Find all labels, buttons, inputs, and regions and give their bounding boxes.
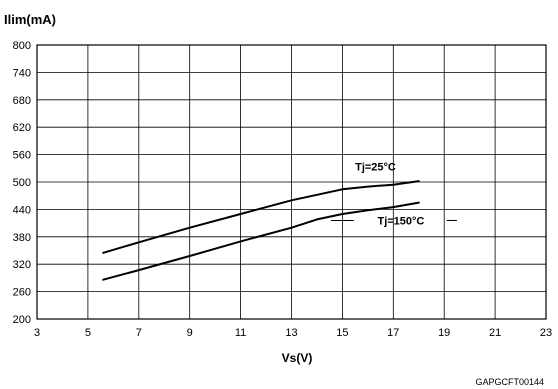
series-line-tj150 bbox=[102, 201, 420, 281]
plot-frame bbox=[36, 44, 547, 320]
x-tick-labels: 3 5 7 9 11 13 15 17 19 21 23 bbox=[34, 327, 552, 339]
y-tick-label: 800 bbox=[13, 40, 31, 52]
series-lines bbox=[102, 180, 420, 281]
y-tick-label: 620 bbox=[13, 122, 31, 134]
annotations: Tj=25°C Tj=150°C bbox=[330, 162, 457, 227]
y-tick-label: 560 bbox=[13, 150, 31, 162]
x-tick-label: 7 bbox=[136, 327, 142, 339]
annotation-tj25: Tj=25°C bbox=[355, 162, 396, 174]
y-tick-labels: 200 260 320 380 440 500 560 620 680 740 800 bbox=[13, 40, 31, 326]
y-tick-label: 200 bbox=[13, 314, 31, 326]
series-line-tj25 bbox=[102, 180, 420, 254]
y-tick-label: 500 bbox=[13, 177, 31, 189]
y-tick-label: 740 bbox=[13, 67, 31, 79]
x-tick-label: 15 bbox=[336, 327, 348, 339]
x-tick-label: 23 bbox=[540, 327, 552, 339]
figure-code: GAPGCFT00144 bbox=[475, 377, 544, 387]
x-tick-label: 21 bbox=[489, 327, 501, 339]
x-tick-label: 19 bbox=[438, 327, 450, 339]
grid bbox=[37, 45, 546, 319]
x-tick-label: 3 bbox=[34, 327, 40, 339]
x-axis-label: Vs(V) bbox=[282, 351, 313, 365]
y-tick-label: 380 bbox=[13, 232, 31, 244]
x-tick-label: 17 bbox=[387, 327, 399, 339]
annotation-tj150: Tj=150°C bbox=[377, 215, 424, 227]
x-tick-label: 9 bbox=[187, 327, 193, 339]
y-tick-label: 320 bbox=[13, 259, 31, 271]
y-tick-label: 440 bbox=[13, 204, 31, 216]
x-tick-label: 13 bbox=[285, 327, 297, 339]
y-tick-label: 680 bbox=[13, 95, 31, 107]
y-tick-label: 260 bbox=[13, 287, 31, 299]
x-tick-label: 11 bbox=[235, 327, 246, 339]
x-tick-label: 5 bbox=[85, 327, 91, 339]
y-axis-label: Ilim(mA) bbox=[4, 12, 56, 27]
